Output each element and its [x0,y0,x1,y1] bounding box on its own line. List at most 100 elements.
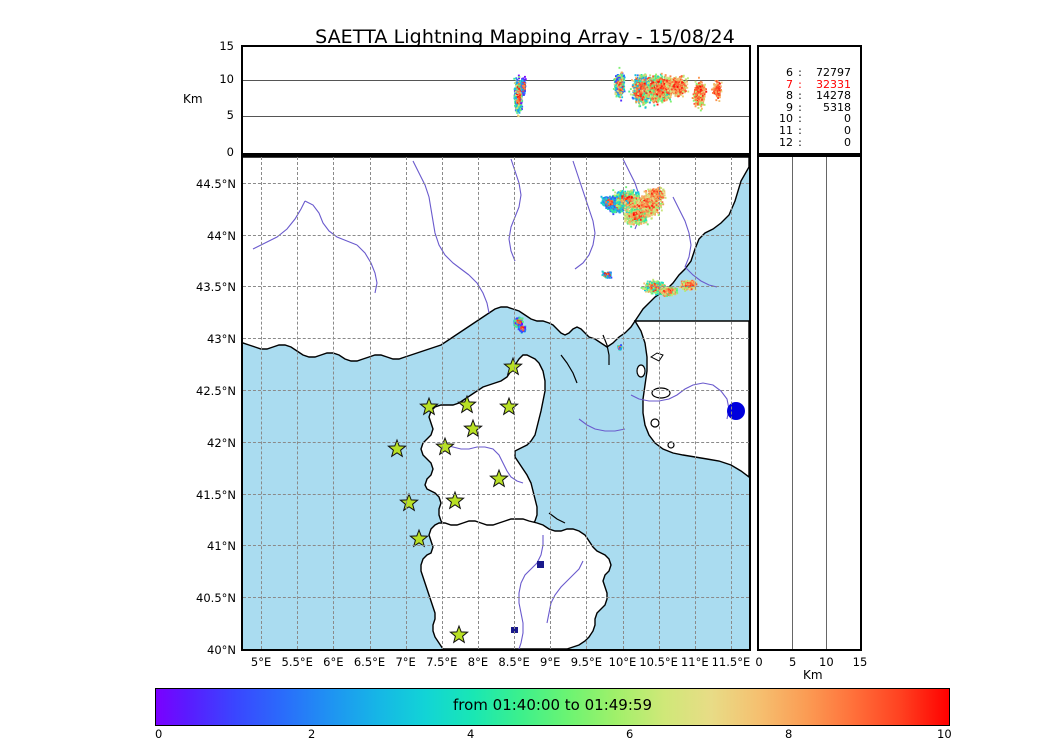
lake-sardinia-1 [537,561,544,568]
legend-separator: : [793,90,807,102]
legend-value: 0 [807,136,851,149]
colorbar[interactable]: from 01:40:00 to 01:49:59 0 2 4 6 8 10 [155,688,952,741]
lat-tick: 41°N [186,539,236,553]
legend-row: 6:72797 [767,67,851,79]
map-gridline-lon [333,157,335,649]
alt-tick-0: 0 [196,145,234,159]
station-marker [399,492,419,512]
legend-separator: : [793,136,807,149]
rivers-sardinia [518,535,584,649]
colorbar-tick: 2 [308,727,315,741]
sardinia-landmass [420,518,612,649]
lat-tick: 42°N [186,436,236,450]
map-gridline-lat [243,390,749,392]
lon-tick: 10.5°E [631,655,687,669]
legend-row: 11:0 [767,125,851,137]
map-gridline-lon [622,157,624,649]
colorbar-tick: 0 [155,727,162,741]
alt-tick-15: 15 [196,39,234,53]
station-marker [463,418,483,438]
lon-tick: 9.5°E [558,655,614,669]
map-gridline-lat [243,441,749,443]
legend-separator: : [793,78,807,91]
lon-tick: 5°E [233,655,289,669]
station-marker [445,490,465,510]
map-gridline-lat [243,234,749,236]
latpanel-tick: 0 [739,655,779,669]
lon-tick: 11.5°E [703,655,759,669]
legend-row: 9:5318 [767,102,851,114]
island-coast-line-3 [548,512,566,524]
page-title: SAETTA Lightning Mapping Array - 15/08/2… [0,26,1050,48]
latpanel-axis-label: Km [803,668,823,682]
legend-key: 6 [767,67,793,79]
legend-value: 5318 [807,102,851,114]
colorbar-tick: 4 [467,727,474,741]
legend-value: 32331 [807,78,851,91]
legend-row: 8:14278 [767,90,851,102]
island-coast-line-2 [602,334,610,365]
lat-tick: 44°N [186,229,236,243]
map-scatter [513,186,698,351]
colorbar-tick: 8 [785,727,792,741]
legend-separator: : [793,102,807,114]
island-coast-line-1 [560,354,578,384]
legend-key: 11 [767,125,793,137]
map-gridline-lon [441,157,443,649]
latpanel-tick: 5 [773,655,813,669]
map-gridline-lon [730,157,732,649]
map-gridline-lon [477,157,479,649]
altitude-axis-label: Km [183,92,203,106]
station-marker [449,624,469,644]
map-gridline-lon [369,157,371,649]
legend-value: 14278 [807,90,851,102]
station-marker [489,468,509,488]
lat-tick: 41.5°N [186,488,236,502]
lat-tick: 44.5°N [186,177,236,191]
map-gridline-lon [550,157,552,649]
map-gridline-lon [658,157,660,649]
corsica-river [444,444,524,484]
colorbar-time-label: from 01:40:00 to 01:49:59 [155,696,950,714]
legend-key: 9 [767,102,793,114]
station-marker [409,528,429,548]
lon-tick: 9°E [522,655,578,669]
legend-key: 8 [767,90,793,102]
altitude-longitude-panel[interactable] [241,45,751,155]
map-panel[interactable] [241,155,751,651]
latpanel-tick: 15 [840,655,880,669]
lon-tick: 6.5°E [342,655,398,669]
legend-value: 72797 [807,67,851,79]
altitude-latitude-panel[interactable] [757,155,862,651]
alt-tick-10: 10 [196,72,234,86]
legend-value: 0 [807,125,851,137]
colorbar-tick: 6 [626,727,633,741]
map-gridline-lat [243,493,749,495]
lon-tick: 5.5°E [269,655,325,669]
gridline-lat-10 [826,157,827,649]
gridline-alt-5 [243,116,749,117]
map-gridline-lat [243,338,749,340]
map-gridline-lat [243,545,749,547]
lat-tick: 40.5°N [186,591,236,605]
legend-row: 10:0 [767,113,851,125]
map-gridline-lon [514,157,516,649]
station-marker [435,436,455,456]
legend-row: 7:32331 [767,78,851,91]
map-gridline-lon [405,157,407,649]
legend-separator: : [793,67,807,79]
island-capraia [636,364,646,378]
alt-tick-5: 5 [196,108,234,122]
colorbar-gradient [155,688,950,726]
legend-separator: : [793,113,807,125]
legend-row: 12:0 [767,136,851,149]
station-count-legend: 6:72797 7:32331 8:14278 9:5318 10:0 11:0 12:0 [757,45,862,155]
lat-tick: 42.5°N [186,384,236,398]
legend-key: 10 [767,113,793,125]
station-marker [419,396,439,416]
lat-tick: 43°N [186,332,236,346]
legend-value: 0 [807,113,851,125]
station-markers [387,356,523,644]
lon-tick: 8°E [450,655,506,669]
map-gridline-lat [243,182,749,184]
